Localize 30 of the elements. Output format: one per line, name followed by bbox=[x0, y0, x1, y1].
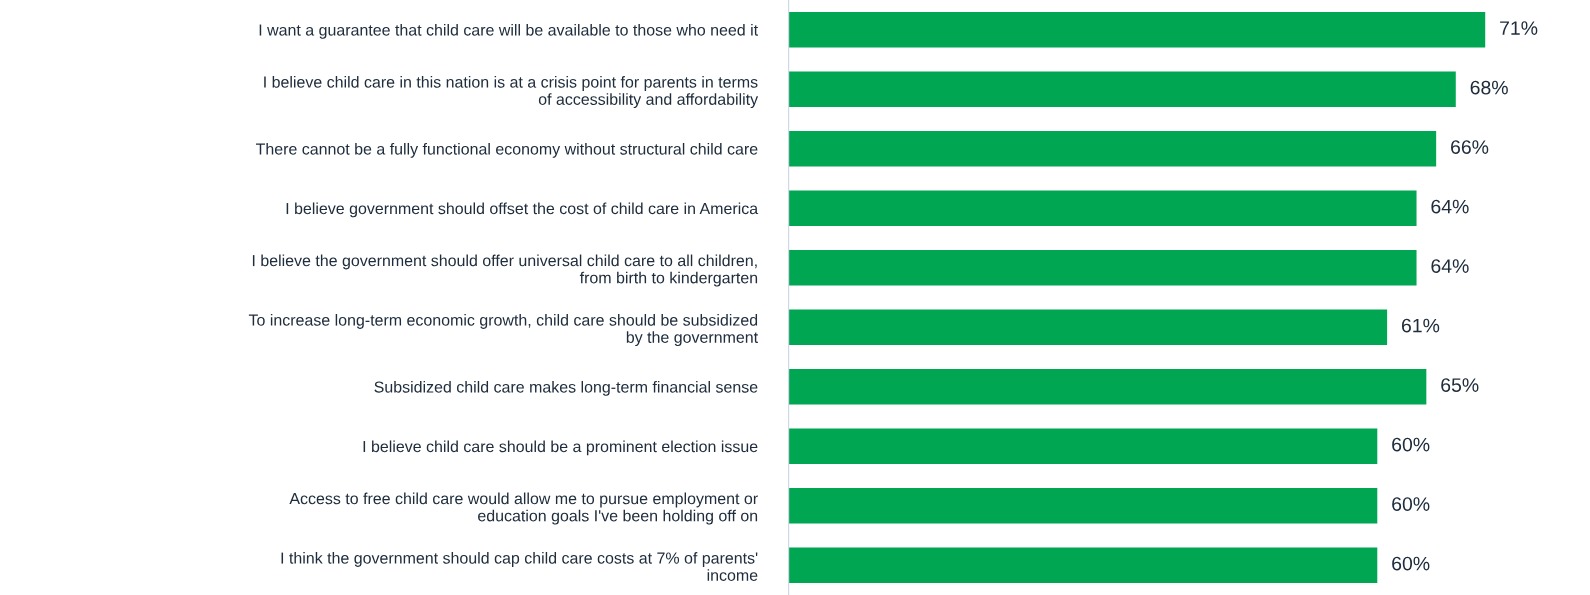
data-label: 68% bbox=[1470, 80, 1508, 95]
y-tick-label: I believe the government should offer universal child care to all children, from birth to kindergarten bbox=[252, 254, 758, 287]
bar bbox=[788, 547, 1378, 584]
data-label: 64% bbox=[1431, 199, 1469, 214]
data-label: 61% bbox=[1401, 318, 1440, 333]
bar bbox=[788, 71, 1456, 108]
y-tick-label: I believe child care in this nation is at a crisis point for parents in terms of accessibility and affordability bbox=[264, 76, 759, 109]
bar bbox=[788, 428, 1378, 465]
bar bbox=[788, 249, 1417, 286]
data-label: 71% bbox=[1500, 21, 1538, 35]
bar bbox=[788, 190, 1417, 227]
data-label: 64% bbox=[1431, 259, 1469, 273]
y-tick-label: To increase long-term economic growth, child care should be subsidized by the government bbox=[248, 314, 758, 347]
y-tick-label: There cannot be a fully functional economy without structural child care bbox=[255, 142, 758, 158]
y-tick-label: I believe child care should be a prominent election issue bbox=[363, 440, 758, 456]
y-tick-label: Access to free child care would allow me to pursue employment or education goals I've been holding off on bbox=[289, 492, 758, 525]
y-tick-label: I believe government should offset the cost of child care in America bbox=[286, 202, 759, 218]
data-label: 60% bbox=[1392, 437, 1430, 452]
y-tick-label: Subsidized child care makes long-term financial sense bbox=[374, 380, 758, 396]
y-tick-label: I think the government should cap child care costs at 7% of parents' income bbox=[281, 552, 758, 581]
data-label: 60% bbox=[1392, 497, 1430, 511]
y-tick-label: I want a guarantee that child care will be available to those who need it bbox=[259, 23, 758, 39]
bar bbox=[788, 487, 1378, 524]
data-label: 65% bbox=[1441, 378, 1479, 392]
bar bbox=[788, 368, 1427, 405]
bar bbox=[788, 130, 1437, 167]
data-label: 60% bbox=[1392, 556, 1430, 571]
bar bbox=[788, 11, 1486, 48]
bar bbox=[788, 309, 1388, 346]
data-label: 66% bbox=[1451, 140, 1489, 154]
